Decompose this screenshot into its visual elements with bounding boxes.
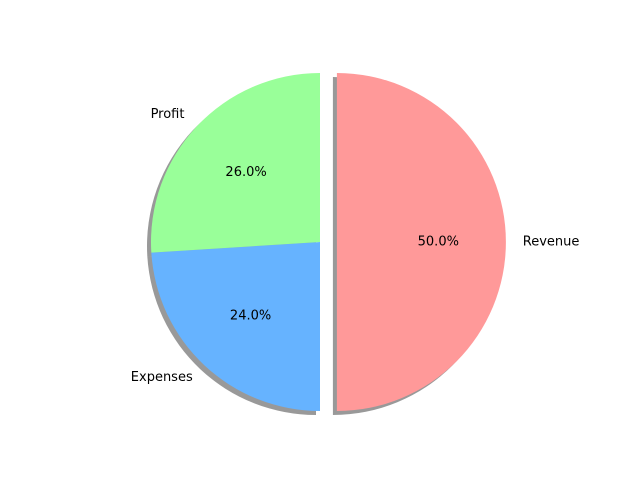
pie-category-label-revenue: Revenue <box>523 235 580 250</box>
pie-category-label-profit: Profit <box>151 107 185 122</box>
pie-pct-label-expenses: 24.0% <box>230 308 271 323</box>
pie-slice-revenue <box>336 73 506 411</box>
pie-slice-expenses <box>151 242 320 411</box>
pie-pct-label-revenue: 50.0% <box>418 235 459 250</box>
pie-category-label-expenses: Expenses <box>131 370 193 385</box>
pie-wedges <box>151 73 506 411</box>
pie-slice-profit <box>151 73 320 253</box>
pie-pct-label-profit: 26.0% <box>225 165 266 180</box>
pie-labels: 50.0% Revenue 24.0% Expenses 26.0% Profit <box>131 107 580 385</box>
